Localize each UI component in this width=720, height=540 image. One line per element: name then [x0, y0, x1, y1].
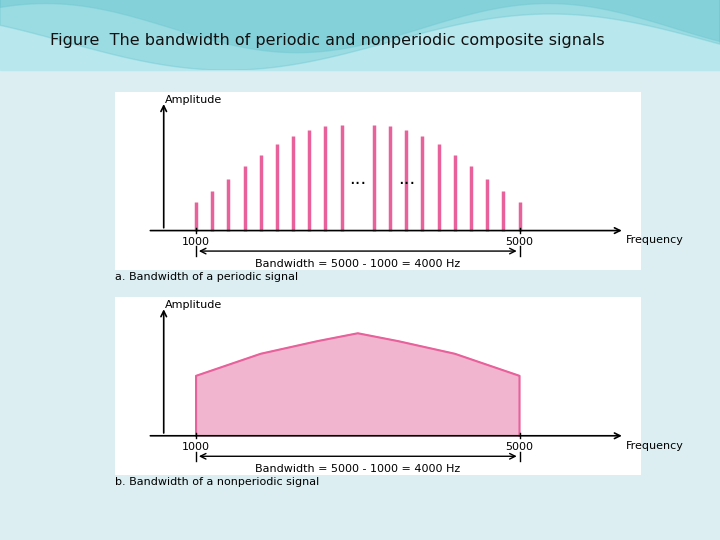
Text: b. Bandwidth of a nonperiodic signal: b. Bandwidth of a nonperiodic signal [115, 477, 320, 487]
Text: ...: ... [397, 170, 415, 187]
Text: Amplitude: Amplitude [166, 300, 222, 310]
Text: Amplitude: Amplitude [166, 95, 222, 105]
Text: Frequency: Frequency [626, 235, 684, 245]
Text: ...: ... [349, 170, 366, 187]
Text: 1000: 1000 [182, 237, 210, 247]
Polygon shape [196, 333, 520, 436]
Text: a. Bandwidth of a periodic signal: a. Bandwidth of a periodic signal [115, 272, 298, 282]
Text: Bandwidth = 5000 - 1000 = 4000 Hz: Bandwidth = 5000 - 1000 = 4000 Hz [255, 259, 460, 269]
Text: 5000: 5000 [505, 442, 534, 452]
Text: Bandwidth = 5000 - 1000 = 4000 Hz: Bandwidth = 5000 - 1000 = 4000 Hz [255, 464, 460, 474]
Text: Figure  The bandwidth of periodic and nonperiodic composite signals: Figure The bandwidth of periodic and non… [50, 33, 605, 48]
Text: 1000: 1000 [182, 442, 210, 452]
Text: 5000: 5000 [505, 237, 534, 247]
Text: Frequency: Frequency [626, 441, 684, 450]
